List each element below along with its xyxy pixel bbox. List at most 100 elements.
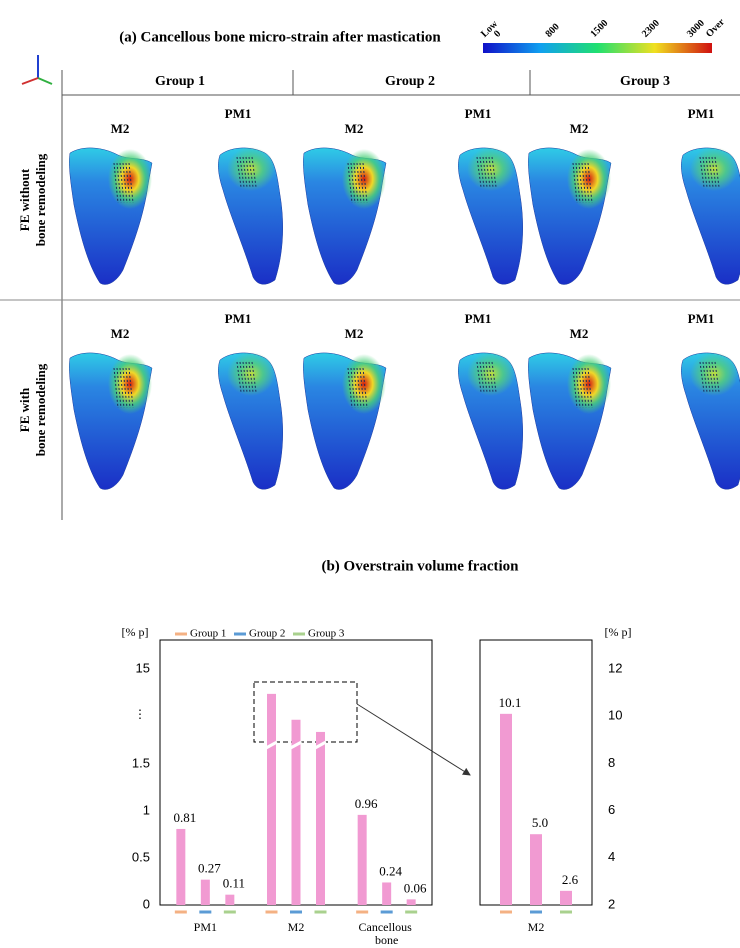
- socket-hatch: [242, 361, 248, 393]
- socket-hatch: [350, 162, 356, 204]
- axis-triad: [21, 55, 53, 85]
- socket-hatch: [575, 162, 581, 204]
- socket-hatch: [587, 367, 593, 409]
- socket-hatch: [699, 156, 705, 188]
- row-header: bone remodeling: [33, 153, 48, 246]
- socket-hatch: [248, 361, 254, 393]
- cell-label: M2: [111, 121, 130, 136]
- strain-patch: [567, 354, 611, 414]
- socket-hatch: [711, 156, 717, 188]
- bone-model: [69, 147, 153, 285]
- bone-model: [528, 352, 612, 490]
- y-tick-label: 6: [608, 802, 615, 817]
- socket-hatch: [584, 162, 590, 204]
- colorbar-tick-label: 1500: [588, 18, 610, 40]
- socket-hatch: [578, 162, 584, 204]
- strain-patch: [567, 149, 611, 209]
- socket-hatch: [119, 367, 125, 409]
- bone-model: [458, 352, 523, 490]
- socket-hatch: [245, 361, 251, 393]
- socket-hatch: [575, 367, 581, 409]
- row-header: bone remodeling: [33, 363, 48, 456]
- bar: [382, 882, 392, 905]
- y-axis-label: [% p]: [605, 625, 632, 639]
- socket-hatch: [491, 156, 497, 188]
- bar: [560, 890, 572, 905]
- bar: [176, 828, 186, 905]
- socket-hatch: [705, 361, 711, 393]
- strain-patch: [342, 149, 386, 209]
- cell-label: PM1: [688, 311, 715, 326]
- socket-hatch: [119, 162, 125, 204]
- socket-hatch: [702, 361, 708, 393]
- socket-hatch: [113, 367, 119, 409]
- socket-hatch: [714, 156, 720, 188]
- socket-hatch: [482, 361, 488, 393]
- socket-hatch: [714, 361, 720, 393]
- row-header: FE with: [17, 387, 32, 432]
- socket-hatch: [362, 367, 368, 409]
- socket-hatch: [122, 162, 128, 204]
- socket-hatch: [353, 367, 359, 409]
- colorbar-tick-label: 2300: [640, 18, 662, 40]
- axis-break: [265, 740, 278, 750]
- y-tick-label: 0: [143, 896, 150, 911]
- panel-a-title: (a) Cancellous bone micro-strain after m…: [119, 29, 441, 45]
- socket-hatch: [359, 367, 365, 409]
- socket-hatch: [699, 361, 705, 393]
- legend-label: Group 1: [190, 628, 226, 640]
- socket-hatch: [479, 361, 485, 393]
- x-tick-label: M2: [528, 920, 545, 934]
- axis-break: [314, 740, 327, 750]
- socket-hatch: [587, 162, 593, 204]
- bar: [316, 731, 325, 905]
- socket-hatch: [356, 162, 362, 204]
- strain-patch: [342, 354, 386, 414]
- bone-model: [218, 352, 283, 490]
- strain-patch: [108, 149, 152, 209]
- bar: [225, 894, 235, 905]
- y-tick-label: 4: [608, 849, 615, 864]
- socket-hatch: [572, 367, 578, 409]
- socket-hatch: [242, 156, 248, 188]
- socket-hatch: [359, 162, 365, 204]
- socket-hatch: [578, 367, 584, 409]
- zoom-arrow: [356, 703, 471, 776]
- socket-hatch: [350, 367, 356, 409]
- socket-hatch: [708, 361, 714, 393]
- socket-hatch: [491, 361, 497, 393]
- socket-hatch: [572, 162, 578, 204]
- y-tick-label: 15: [136, 660, 150, 675]
- colorbar-tick-label: 3000: [685, 18, 707, 40]
- socket-hatch: [702, 156, 708, 188]
- value-label: 0.81: [173, 810, 196, 825]
- bone-model: [528, 147, 612, 285]
- socket-hatch: [482, 156, 488, 188]
- bone-model: [218, 147, 283, 285]
- socket-hatch: [476, 361, 482, 393]
- column-header: Group 1: [155, 74, 205, 89]
- socket-hatch: [488, 361, 494, 393]
- socket-hatch: [122, 367, 128, 409]
- x-tick-label: PM1: [194, 920, 217, 934]
- value-label: 2.6: [562, 872, 579, 887]
- socket-hatch: [239, 361, 245, 393]
- bar: [500, 713, 512, 905]
- panel-b-title: (b) Overstrain volume fraction: [321, 558, 519, 574]
- bone-model: [681, 147, 740, 285]
- cell-label: M2: [570, 121, 589, 136]
- socket-hatch: [485, 156, 491, 188]
- colorbar: [483, 43, 712, 53]
- socket-hatch: [128, 162, 134, 204]
- socket-hatch: [711, 361, 717, 393]
- cell-label: PM1: [225, 106, 252, 121]
- value-label: 0.06: [404, 880, 427, 895]
- socket-hatch: [708, 156, 714, 188]
- socket-hatch: [128, 367, 134, 409]
- column-header: Group 2: [385, 74, 435, 89]
- y-tick-label: 0.5: [132, 849, 150, 864]
- bone-model: [69, 352, 153, 490]
- bone-model: [303, 147, 387, 285]
